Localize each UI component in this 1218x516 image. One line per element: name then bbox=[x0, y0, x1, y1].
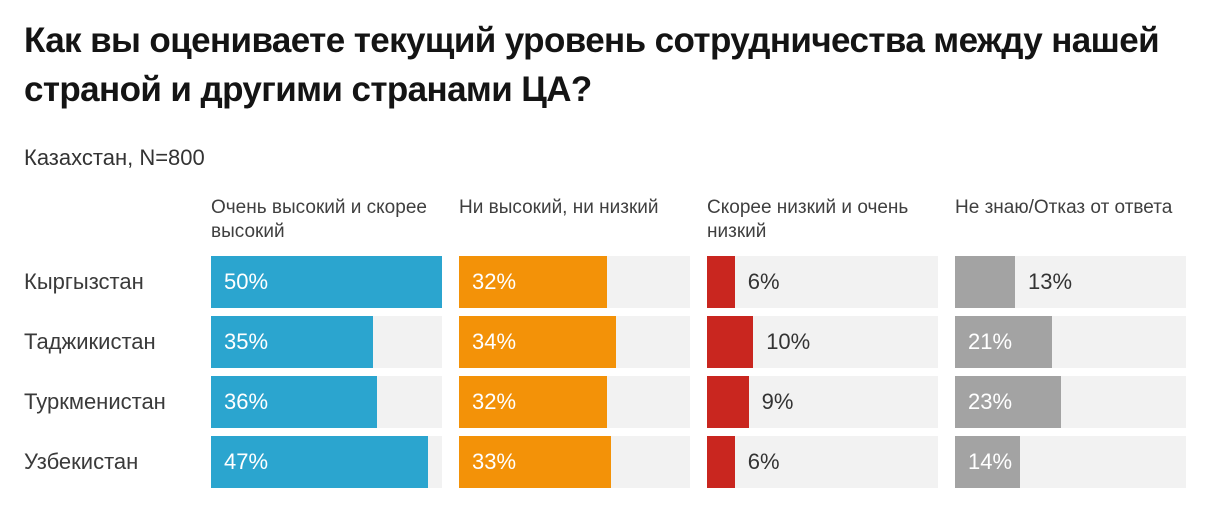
bar-segment bbox=[707, 256, 735, 308]
bar-segment: 36% bbox=[211, 376, 378, 428]
bar-segment: 14% bbox=[955, 436, 1020, 488]
bar-track: 10% bbox=[707, 316, 938, 368]
bar-segment: 33% bbox=[459, 436, 612, 488]
row-label: Кыргызстан bbox=[24, 269, 144, 294]
bar-segment: 32% bbox=[459, 376, 607, 428]
bar-track: 23% bbox=[955, 376, 1186, 428]
bar-value-label: 23% bbox=[968, 389, 1013, 414]
chart-subtitle: Казахстан, N=800 bbox=[24, 145, 205, 170]
bar-value-label: 33% bbox=[472, 449, 517, 474]
bar-track: 36% bbox=[211, 376, 442, 428]
bar-segment: 35% bbox=[211, 316, 373, 368]
bar-value-label: 9% bbox=[761, 389, 794, 414]
bar-track: 50% bbox=[211, 256, 442, 308]
row-label: Таджикистан bbox=[24, 329, 156, 354]
row-label: Узбекистан bbox=[24, 449, 139, 474]
bar-segment bbox=[707, 376, 749, 428]
bar-track: 6% bbox=[707, 436, 938, 488]
bar-value-label: 32% bbox=[472, 269, 517, 294]
bar-value-label: 32% bbox=[472, 389, 517, 414]
bar-track: 33% bbox=[459, 436, 690, 488]
bar-segment: 50% bbox=[211, 256, 442, 308]
bar-value-label: 50% bbox=[224, 269, 269, 294]
chart-title: Как вы оцениваете текущий уровень сотруд… bbox=[24, 21, 1160, 109]
bar-value-label: 35% bbox=[224, 329, 269, 354]
bar-value-label: 6% bbox=[747, 269, 780, 294]
bar-chart: Очень высокий и скорее высокий Ни высоки… bbox=[24, 196, 1186, 488]
bar-value-label: 14% bbox=[968, 449, 1013, 474]
column-headers-row: Очень высокий и скорее высокий Ни высоки… bbox=[24, 196, 1186, 244]
bar-segment: 21% bbox=[955, 316, 1053, 368]
bar-track: 6% bbox=[707, 256, 938, 308]
bar-track: 32% bbox=[459, 256, 690, 308]
bar-track: 13% bbox=[955, 256, 1186, 308]
column-header-neither: Ни высокий, ни низкий bbox=[459, 197, 659, 218]
bar-track: 47% bbox=[211, 436, 442, 488]
bar-value-label: 10% bbox=[766, 329, 811, 354]
row-label: Туркменистан bbox=[24, 389, 166, 414]
bar-segment bbox=[707, 316, 754, 368]
bar-track: 34% bbox=[459, 316, 690, 368]
column-header-low: Скорее низкий и очень низкий bbox=[707, 197, 909, 242]
bar-segment bbox=[707, 436, 735, 488]
bar-segment bbox=[955, 256, 1016, 308]
bar-value-label: 34% bbox=[472, 329, 517, 354]
bar-track: 32% bbox=[459, 376, 690, 428]
column-header-very-high: Очень высокий и скорее высокий bbox=[211, 197, 427, 242]
bar-value-label: 13% bbox=[1028, 269, 1073, 294]
bar-track: 21% bbox=[955, 316, 1186, 368]
bar-value-label: 36% bbox=[224, 389, 269, 414]
column-header-dont-know: Не знаю/Отказ от ответа bbox=[955, 197, 1173, 218]
bar-segment: 34% bbox=[459, 316, 617, 368]
bar-segment: 23% bbox=[955, 376, 1062, 428]
bar-value-label: 47% bbox=[224, 449, 269, 474]
chart-grid: Кыргызстан 50% 32% 6% 13% Таджикистан 35% 34% 10… bbox=[24, 256, 1186, 488]
bar-track: 14% bbox=[955, 436, 1186, 488]
bar-track: 9% bbox=[707, 376, 938, 428]
bar-value-label: 21% bbox=[968, 329, 1013, 354]
bar-segment: 47% bbox=[211, 436, 429, 488]
bar-value-label: 6% bbox=[747, 449, 780, 474]
bar-segment: 32% bbox=[459, 256, 607, 308]
bar-track: 35% bbox=[211, 316, 442, 368]
